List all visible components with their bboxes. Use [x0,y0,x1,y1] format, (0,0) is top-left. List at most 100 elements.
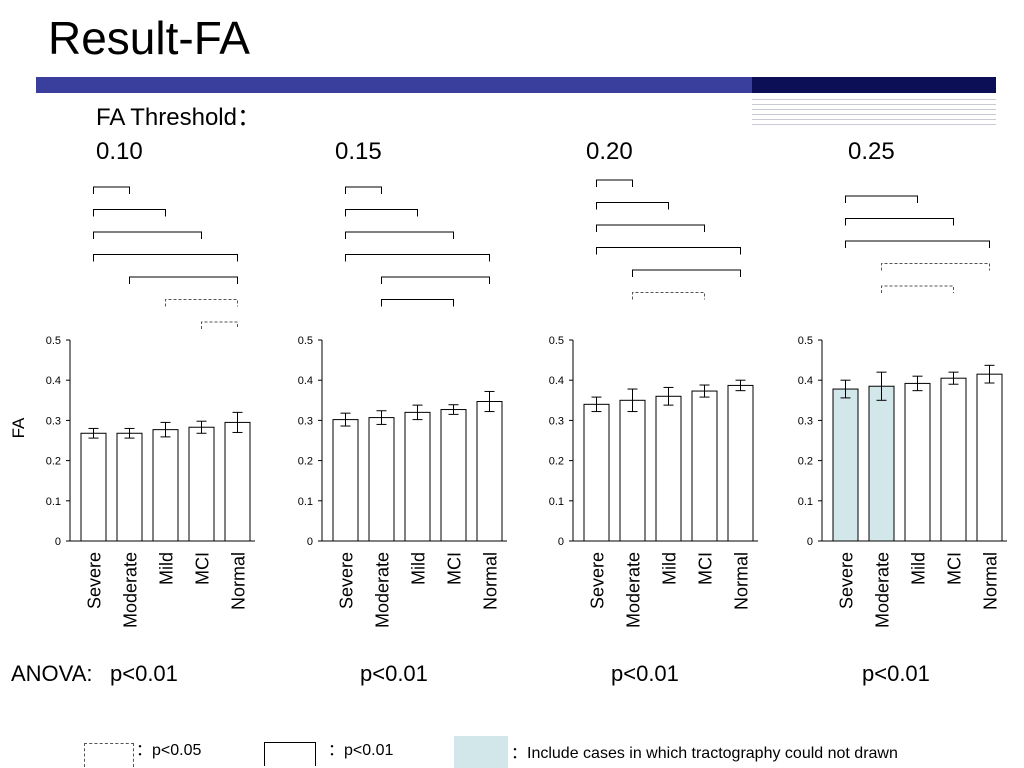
category-label: MCI [945,552,965,585]
bar [332,419,359,542]
category-label: Normal [229,552,249,610]
significance-bracket-p01 [93,209,166,217]
bar [832,388,859,542]
legend-p01-label: ：p<0.01 [328,742,394,759]
bar [188,426,215,542]
slide-title: Result-FA [48,12,250,64]
y-tick-label: 0.1 [798,496,813,508]
significance-bracket-p01 [345,231,454,239]
y-tick-label: 0.1 [46,496,61,508]
anova-pvalue: p<0.01 [611,661,679,686]
significance-bracket-p01 [845,195,918,203]
significance-bracket-p01 [845,218,954,226]
title-accent-bar-dark [752,77,996,93]
fa-threshold-label: FA Threshold： [96,104,261,131]
legend-shaded-swatch [454,736,508,768]
y-tick-label: 0.4 [298,375,313,387]
decorative-stripe [752,124,996,125]
legend-shaded-label: ：Include cases in which tractography cou… [511,745,898,762]
category-label: Severe [85,552,105,609]
threshold-value: 0.20 [586,138,633,165]
anova-pvalue: p<0.01 [862,661,930,686]
category-label: Moderate [373,552,393,628]
significance-bracket-p01 [345,186,382,194]
bar [655,395,682,542]
significance-bracket-p01 [381,276,490,284]
decorative-stripe [752,109,996,110]
significance-bracket-p01 [596,179,633,187]
bar [404,411,431,542]
category-label: Mild [660,552,680,585]
title-accent-bar [36,77,752,93]
significance-bracket-p01 [381,299,454,307]
category-label: Moderate [121,552,141,628]
category-label: Normal [981,552,1001,610]
y-tick-label: 0.1 [298,496,313,508]
y-tick-label: 0.5 [798,335,813,347]
legend-dashed-bracket [84,743,134,767]
significance-bracket-p01 [596,247,741,255]
y-tick-label: 0.2 [549,456,564,468]
significance-bracket-p05 [165,299,238,307]
category-label: Severe [337,552,357,609]
category-label: Moderate [873,552,893,628]
chart-panel: 0 0.1 0.2 0.3 0.4 0.5 Severe Moderate Mild MCI Nor… [298,186,507,628]
decorative-stripe [752,119,996,120]
decorative-stripe [752,99,996,100]
significance-bracket-p01 [129,276,238,284]
legend-solid-bracket [264,742,316,766]
category-label: Mild [157,552,177,585]
category-label: Mild [909,552,929,585]
category-label: Mild [409,552,429,585]
category-label: MCI [445,552,465,585]
legend-p05-label: ：p<0.05 [136,742,202,759]
y-tick-label: 0.3 [298,415,313,427]
bar [440,409,467,542]
anova-label: ANOVA: [11,661,93,686]
category-label: Severe [837,552,857,609]
y-tick-label: 0.3 [549,415,564,427]
decorative-stripe [752,114,996,115]
significance-bracket-p01 [596,224,705,232]
threshold-value: 0.25 [848,138,895,165]
chart-panel: 0 0.1 0.2 0.3 0.4 0.5 Severe Moderate Mild MCI Nor… [46,186,255,628]
y-tick-label: 0.5 [298,335,313,347]
significance-bracket-p05 [632,292,705,300]
category-label: Normal [732,552,752,610]
category-label: Severe [588,552,608,609]
significance-bracket-p01 [845,240,990,248]
bar [976,373,1003,542]
significance-bracket-p05 [881,263,990,271]
significance-bracket-p01 [596,202,669,210]
y-tick-label: 0.4 [798,375,813,387]
significance-bracket-p01 [93,254,238,262]
bar [691,390,718,542]
y-tick-label: 0.5 [549,335,564,347]
bar [583,403,610,542]
y-tick-label: 0.3 [46,415,61,427]
chart-panel: 0 0.1 0.2 0.3 0.4 0.5 Severe Moderate Mild MCI Nor… [549,179,758,628]
bar [476,401,503,542]
bar [940,377,967,542]
significance-bracket-p05 [201,321,238,329]
y-tick-label: 0.4 [46,375,61,387]
threshold-value: 0.10 [96,138,143,165]
y-tick-label: 0.2 [298,456,313,468]
y-tick-label: 0.5 [46,335,61,347]
anova-pvalue: p<0.01 [110,661,178,686]
significance-bracket-p01 [93,231,202,239]
bar [904,382,931,542]
significance-bracket-p05 [881,285,954,293]
bar [116,432,143,542]
anova-pvalue: p<0.01 [360,661,428,686]
significance-bracket-p01 [345,209,418,217]
y-tick-label: 0 [55,536,61,548]
y-tick-label: 0 [558,536,564,548]
bar [868,385,895,542]
bar [619,399,646,542]
significance-bracket-p01 [345,254,490,262]
y-tick-label: 0.2 [46,456,61,468]
category-label: Normal [481,552,501,610]
y-tick-label: 0.4 [549,375,564,387]
